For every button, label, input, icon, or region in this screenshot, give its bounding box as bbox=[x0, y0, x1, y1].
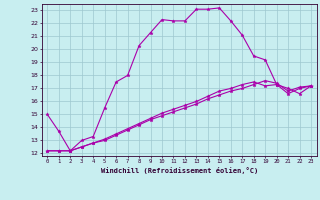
X-axis label: Windchill (Refroidissement éolien,°C): Windchill (Refroidissement éolien,°C) bbox=[100, 167, 258, 174]
